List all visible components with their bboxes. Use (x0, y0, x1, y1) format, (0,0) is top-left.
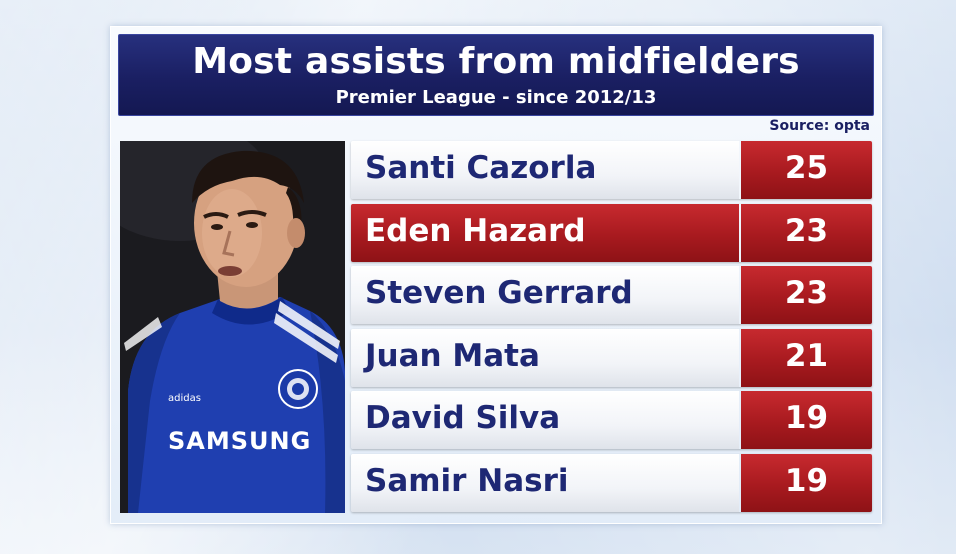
player-name-cell: David Silva (351, 391, 739, 449)
assists-value: 23 (784, 213, 829, 249)
graphic-title: Most assists from midfielders (192, 41, 800, 82)
assists-value: 19 (784, 400, 829, 436)
assists-value: 21 (784, 338, 829, 374)
table-row: David Silva 19 (351, 391, 872, 449)
player-name: Juan Mata (365, 338, 540, 374)
table-row: Juan Mata 21 (351, 329, 872, 387)
title-banner: Most assists from midfielders Premier Le… (118, 34, 874, 116)
brand-logo-text: adidas (168, 393, 201, 404)
player-photo-illustration: adidas SAMSUNG (120, 141, 345, 513)
table-row: Samir Nasri 19 (351, 454, 872, 512)
player-name: Eden Hazard (365, 213, 586, 249)
assists-value: 25 (784, 150, 829, 186)
player-name: Samir Nasri (365, 463, 569, 499)
player-name-cell: Santi Cazorla (351, 141, 739, 199)
table-row: Eden Hazard 23 (351, 204, 872, 262)
table-row: Santi Cazorla 25 (351, 141, 872, 199)
assists-value-cell: 25 (741, 141, 872, 199)
assists-value: 19 (784, 463, 829, 499)
graphic-subtitle: Premier League - since 2012/13 (335, 87, 657, 108)
player-name: Santi Cazorla (365, 150, 597, 186)
player-name-cell: Juan Mata (351, 329, 739, 387)
player-name-cell: Steven Gerrard (351, 266, 739, 324)
assists-value-cell: 23 (741, 204, 872, 262)
assists-value-cell: 19 (741, 391, 872, 449)
player-name: David Silva (365, 400, 561, 436)
player-name-cell: Samir Nasri (351, 454, 739, 512)
assists-value-cell: 19 (741, 454, 872, 512)
player-photo: adidas SAMSUNG (120, 141, 345, 513)
table-row: Steven Gerrard 23 (351, 266, 872, 324)
shirt-sponsor-text: SAMSUNG (168, 427, 311, 455)
assists-value-cell: 23 (741, 266, 872, 324)
player-name: Steven Gerrard (365, 275, 633, 311)
player-name-cell: Eden Hazard (351, 204, 739, 262)
source-credit: Source: opta (769, 118, 870, 134)
assists-value-cell: 21 (741, 329, 872, 387)
assists-value: 23 (784, 275, 829, 311)
